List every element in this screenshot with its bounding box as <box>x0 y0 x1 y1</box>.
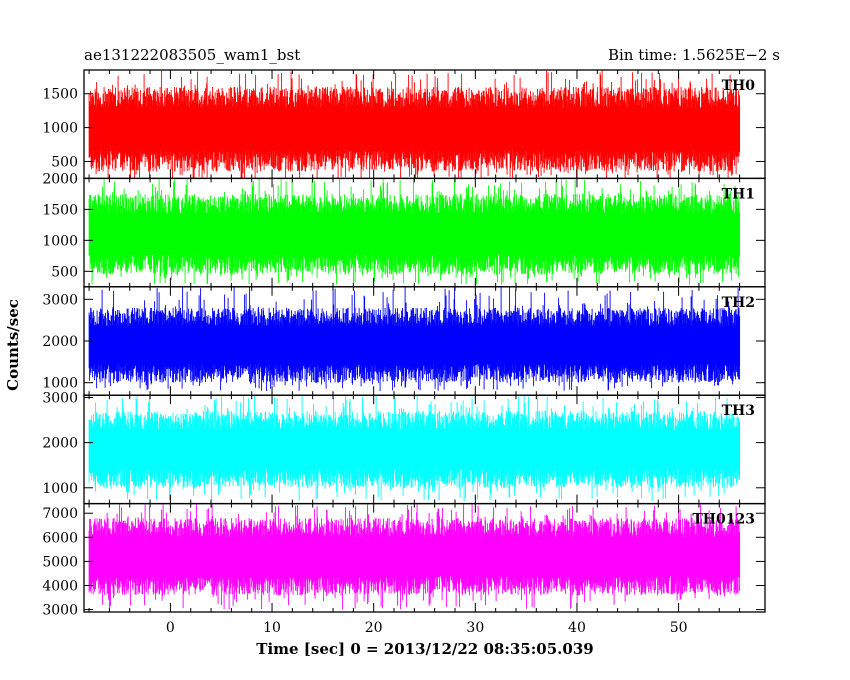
panel-frame <box>83 502 766 613</box>
bin-time-label: Bin time: 1.5625E−2 s <box>608 46 780 64</box>
y-tick-label: 1500 <box>42 202 78 218</box>
panel-label: TH2 <box>722 295 755 311</box>
series-th1 <box>88 178 741 285</box>
panel-th2: 1000 2000 3000 TH2 <box>42 286 766 396</box>
y-tick-label: 2000 <box>42 171 78 187</box>
x-tick-label: 30 <box>466 620 484 636</box>
panel-th3: 1000 2000 3000 TH3 <box>42 390 766 505</box>
y-tick-label: 1000 <box>42 376 78 392</box>
y-tick-label: 7000 <box>42 506 78 522</box>
x-tick-label: 40 <box>568 620 586 636</box>
y-tick-label: 1500 <box>42 87 78 103</box>
y-tick-label: 5000 <box>42 554 78 570</box>
panel-label: TH0123 <box>692 512 755 528</box>
panel-label: TH0 <box>722 78 756 94</box>
y-tick-label: 500 <box>51 264 78 280</box>
y-tick-label: 4000 <box>42 579 78 595</box>
y-tick-label: 1000 <box>42 121 78 137</box>
x-tick-label: 20 <box>365 620 383 636</box>
y-axis-label: Counts/sec <box>4 299 22 391</box>
figure-title: ae131222083505_wam1_bst <box>84 46 300 64</box>
x-tick-label: 0 <box>166 620 175 636</box>
y-tick-label: 3000 <box>42 603 78 619</box>
panels-group: 50010001500TH0500100015002000TH110002000… <box>42 69 766 636</box>
series-th2 <box>88 286 741 391</box>
x-tick-label: 50 <box>670 620 688 636</box>
y-tick-label: 3000 <box>42 292 78 308</box>
series-th0 <box>88 70 741 179</box>
y-tick-label: 2000 <box>42 436 78 452</box>
series-th0123 <box>88 503 741 610</box>
panel-label: TH3 <box>722 403 755 419</box>
y-tick-label: 1000 <box>42 233 78 249</box>
y-tick-label: 500 <box>51 154 78 170</box>
panel-th0: 500 1000 1500 TH0 <box>42 69 766 180</box>
x-axis-label: Time [sec] 0 = 2013/12/22 08:35:05.039 <box>256 640 593 658</box>
panel-th1: 500 1000 1500 2000 TH1 <box>42 171 766 288</box>
y-tick-label: 6000 <box>42 530 78 546</box>
panel-label: TH1 <box>722 186 755 202</box>
panel-th0123: 3000 4000 5000 6000 7000 TH0123 <box>42 502 766 619</box>
x-tick-label: 10 <box>263 620 281 636</box>
y-tick-label: 1000 <box>42 481 78 497</box>
y-tick-label: 3000 <box>42 390 78 406</box>
y-tick-label: 2000 <box>42 334 78 350</box>
series-th3 <box>88 395 741 502</box>
